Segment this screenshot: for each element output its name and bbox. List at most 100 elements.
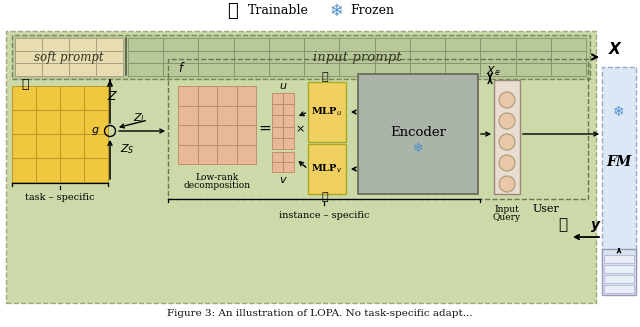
Bar bbox=[516, 63, 551, 76]
Bar bbox=[304, 63, 339, 76]
Bar bbox=[60, 158, 84, 182]
Bar bbox=[551, 38, 586, 51]
Bar bbox=[308, 82, 346, 142]
Bar bbox=[374, 51, 410, 63]
Bar bbox=[602, 67, 636, 267]
Bar bbox=[272, 115, 283, 127]
Text: 👤: 👤 bbox=[559, 217, 568, 232]
Bar bbox=[445, 51, 480, 63]
Bar bbox=[198, 125, 217, 145]
Text: input prompt: input prompt bbox=[312, 50, 401, 63]
Text: $X_e$: $X_e$ bbox=[486, 64, 500, 78]
Bar bbox=[15, 38, 42, 51]
Bar bbox=[551, 51, 586, 63]
Text: Encoder: Encoder bbox=[390, 126, 446, 139]
Bar bbox=[516, 38, 551, 51]
Bar bbox=[217, 145, 237, 164]
Bar bbox=[234, 63, 269, 76]
Bar bbox=[36, 86, 60, 110]
Text: $Z_S$: $Z_S$ bbox=[120, 142, 134, 156]
Bar bbox=[12, 110, 36, 134]
Bar bbox=[178, 145, 198, 164]
Bar bbox=[69, 51, 96, 63]
Bar bbox=[60, 86, 84, 110]
Bar bbox=[36, 110, 60, 134]
Text: Figure 3: An illustration of LOPA. No task-specific adapt...: Figure 3: An illustration of LOPA. No ta… bbox=[167, 309, 473, 318]
Bar bbox=[516, 51, 551, 63]
Bar bbox=[445, 38, 480, 51]
Bar bbox=[36, 134, 60, 158]
Bar bbox=[283, 104, 294, 115]
Text: FM: FM bbox=[606, 155, 632, 169]
Circle shape bbox=[499, 176, 515, 192]
Text: $\boldsymbol{X}$: $\boldsymbol{X}$ bbox=[609, 41, 623, 57]
Text: 🔥: 🔥 bbox=[322, 72, 328, 82]
Text: task – specific: task – specific bbox=[25, 193, 95, 201]
Bar bbox=[198, 51, 234, 63]
Bar bbox=[12, 158, 36, 182]
Bar bbox=[198, 106, 217, 125]
Bar bbox=[60, 110, 84, 134]
Bar bbox=[217, 125, 237, 145]
Bar bbox=[374, 38, 410, 51]
Text: MLP$_v$: MLP$_v$ bbox=[312, 163, 342, 175]
Bar bbox=[168, 59, 588, 199]
Bar bbox=[12, 86, 36, 110]
Bar bbox=[304, 38, 339, 51]
Bar bbox=[84, 134, 108, 158]
Bar bbox=[272, 152, 283, 162]
Bar bbox=[283, 138, 294, 149]
Circle shape bbox=[499, 92, 515, 108]
Text: Query: Query bbox=[493, 214, 521, 222]
Bar bbox=[272, 138, 283, 149]
Text: $v$: $v$ bbox=[278, 175, 287, 185]
Bar bbox=[15, 51, 42, 63]
Text: User: User bbox=[532, 204, 559, 214]
Text: ❄: ❄ bbox=[613, 105, 625, 119]
Bar bbox=[272, 127, 283, 138]
Bar bbox=[69, 63, 96, 76]
Bar bbox=[283, 127, 294, 138]
Bar bbox=[604, 275, 634, 283]
Bar bbox=[6, 31, 596, 303]
Bar bbox=[128, 38, 163, 51]
Text: Low-rank: Low-rank bbox=[195, 173, 239, 181]
Bar bbox=[217, 86, 237, 106]
Bar bbox=[237, 145, 256, 164]
Text: $Z$: $Z$ bbox=[108, 91, 118, 104]
Bar bbox=[283, 115, 294, 127]
Bar bbox=[84, 158, 108, 182]
Bar bbox=[60, 134, 84, 158]
Bar bbox=[234, 51, 269, 63]
Bar bbox=[283, 152, 294, 162]
Text: $\boldsymbol{y}$: $\boldsymbol{y}$ bbox=[590, 219, 602, 234]
Bar bbox=[42, 38, 69, 51]
Bar bbox=[269, 63, 304, 76]
Text: $\times$: $\times$ bbox=[295, 124, 305, 134]
Bar bbox=[128, 63, 163, 76]
Bar bbox=[69, 38, 96, 51]
Bar bbox=[339, 51, 374, 63]
Bar bbox=[198, 86, 217, 106]
Text: MLP$_u$: MLP$_u$ bbox=[312, 106, 342, 118]
Bar bbox=[198, 38, 234, 51]
Bar bbox=[217, 106, 237, 125]
Bar bbox=[178, 125, 198, 145]
Bar bbox=[374, 63, 410, 76]
Bar bbox=[42, 63, 69, 76]
Bar bbox=[178, 86, 198, 106]
Bar bbox=[494, 80, 520, 194]
Bar bbox=[604, 265, 634, 273]
Text: $=$: $=$ bbox=[256, 119, 272, 134]
Bar bbox=[84, 86, 108, 110]
Bar bbox=[96, 51, 123, 63]
Bar bbox=[163, 51, 198, 63]
Bar bbox=[198, 63, 234, 76]
Bar bbox=[272, 162, 283, 172]
Bar bbox=[308, 144, 346, 194]
Bar bbox=[410, 38, 445, 51]
Bar bbox=[283, 162, 294, 172]
Bar bbox=[269, 51, 304, 63]
Text: 🔥: 🔥 bbox=[227, 2, 237, 20]
Bar bbox=[234, 38, 269, 51]
